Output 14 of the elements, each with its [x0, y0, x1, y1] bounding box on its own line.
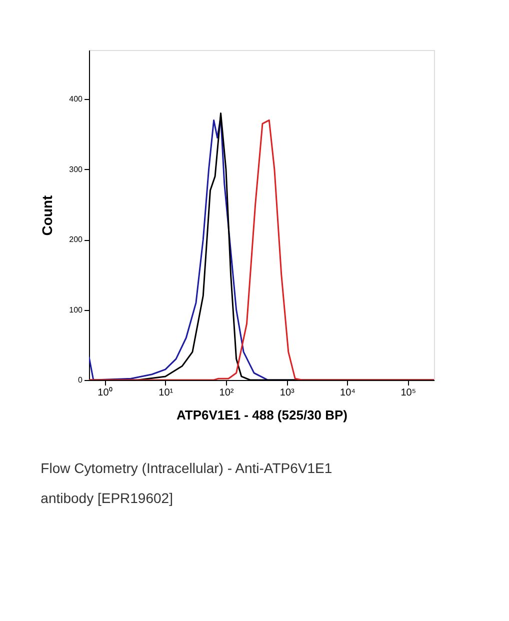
- x-tick-label: 10⁴: [340, 388, 356, 398]
- y-tick-label: 400: [69, 94, 84, 104]
- x-tick-label: 10¹: [158, 388, 174, 398]
- y-tick-label: 0: [78, 376, 84, 384]
- x-tick-label: 10³: [280, 388, 295, 398]
- y-tick-label: 300: [69, 164, 84, 174]
- y-tick-label: 200: [69, 235, 84, 244]
- x-tick-label: 10⁵: [400, 388, 416, 398]
- x-axis-title: ATP6V1E1 - 488 (525/30 BP): [176, 408, 348, 422]
- x-tick-label: 10⁰: [98, 386, 113, 398]
- y-tick-label: 100: [69, 305, 84, 314]
- y-axis-title: Count: [39, 194, 56, 236]
- x-tick-label: 10²: [219, 388, 234, 398]
- text: Flow Cytometry (Intracellular) - Anti-ATP6V1E1 antibody [EPR19602]: [40, 460, 332, 506]
